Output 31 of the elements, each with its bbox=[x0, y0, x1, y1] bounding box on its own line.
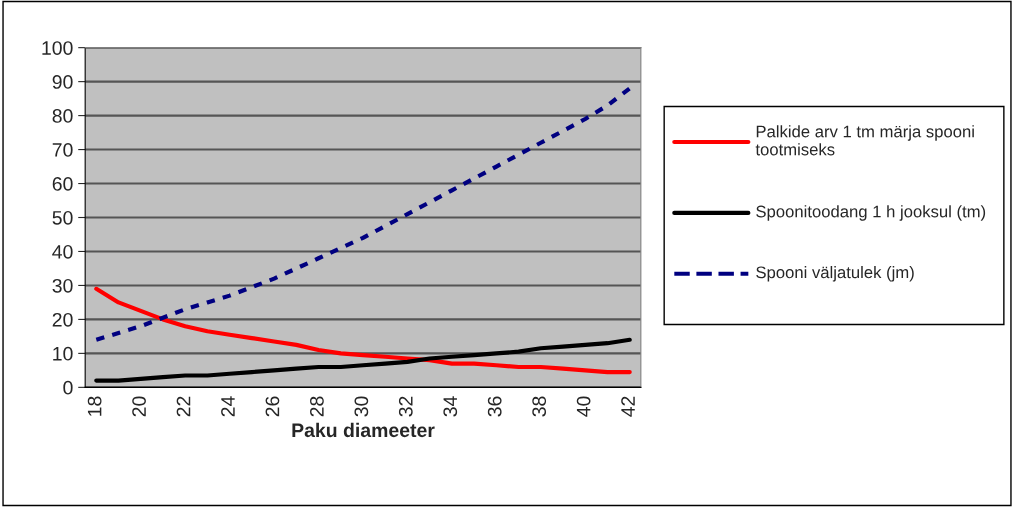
y-tick-label: 30 bbox=[52, 278, 73, 293]
x-tick-label: 36 bbox=[487, 396, 502, 417]
x-axis-title: Paku diameeter bbox=[292, 422, 435, 438]
x-tick-label: 42 bbox=[621, 396, 635, 417]
x-tick-label: 26 bbox=[265, 396, 280, 417]
y-tick-label: 80 bbox=[52, 109, 73, 123]
y-tick-label: 90 bbox=[52, 75, 73, 89]
x-tick-label: 18 bbox=[87, 396, 102, 416]
x-tick-label: 30 bbox=[354, 396, 369, 417]
y-tick-label: 60 bbox=[52, 177, 73, 191]
line-series bbox=[94, 86, 632, 342]
x-tick-label: 20 bbox=[132, 396, 146, 417]
y-tick-label: 70 bbox=[52, 143, 73, 157]
x-tick-label: 38 bbox=[532, 396, 547, 417]
x-tick-label: 34 bbox=[443, 396, 458, 417]
legend-label: Spooni väljatulek (jm) bbox=[756, 266, 914, 282]
y-tick-label: 100 bbox=[42, 41, 73, 55]
x-tick-label: 40 bbox=[576, 396, 591, 417]
x-tick-label: 32 bbox=[398, 396, 413, 417]
y-tick-label: 40 bbox=[52, 244, 73, 259]
y-tick-label: 20 bbox=[52, 312, 73, 327]
y-tick-label: 50 bbox=[52, 210, 73, 225]
y-tick-label: 10 bbox=[53, 346, 73, 361]
legend-label: Palkide arv 1 tm märja spooni tootmiseks bbox=[755, 125, 974, 156]
x-tick-label: 22 bbox=[176, 396, 191, 417]
line-series bbox=[94, 286, 632, 375]
y-tick-label: 0 bbox=[63, 380, 73, 395]
x-tick-label: 28 bbox=[310, 396, 324, 417]
legend-label: Spoonitoodang 1 h jooksul (tm) bbox=[756, 205, 986, 221]
line-series bbox=[94, 337, 632, 383]
x-tick-label: 24 bbox=[221, 396, 235, 417]
